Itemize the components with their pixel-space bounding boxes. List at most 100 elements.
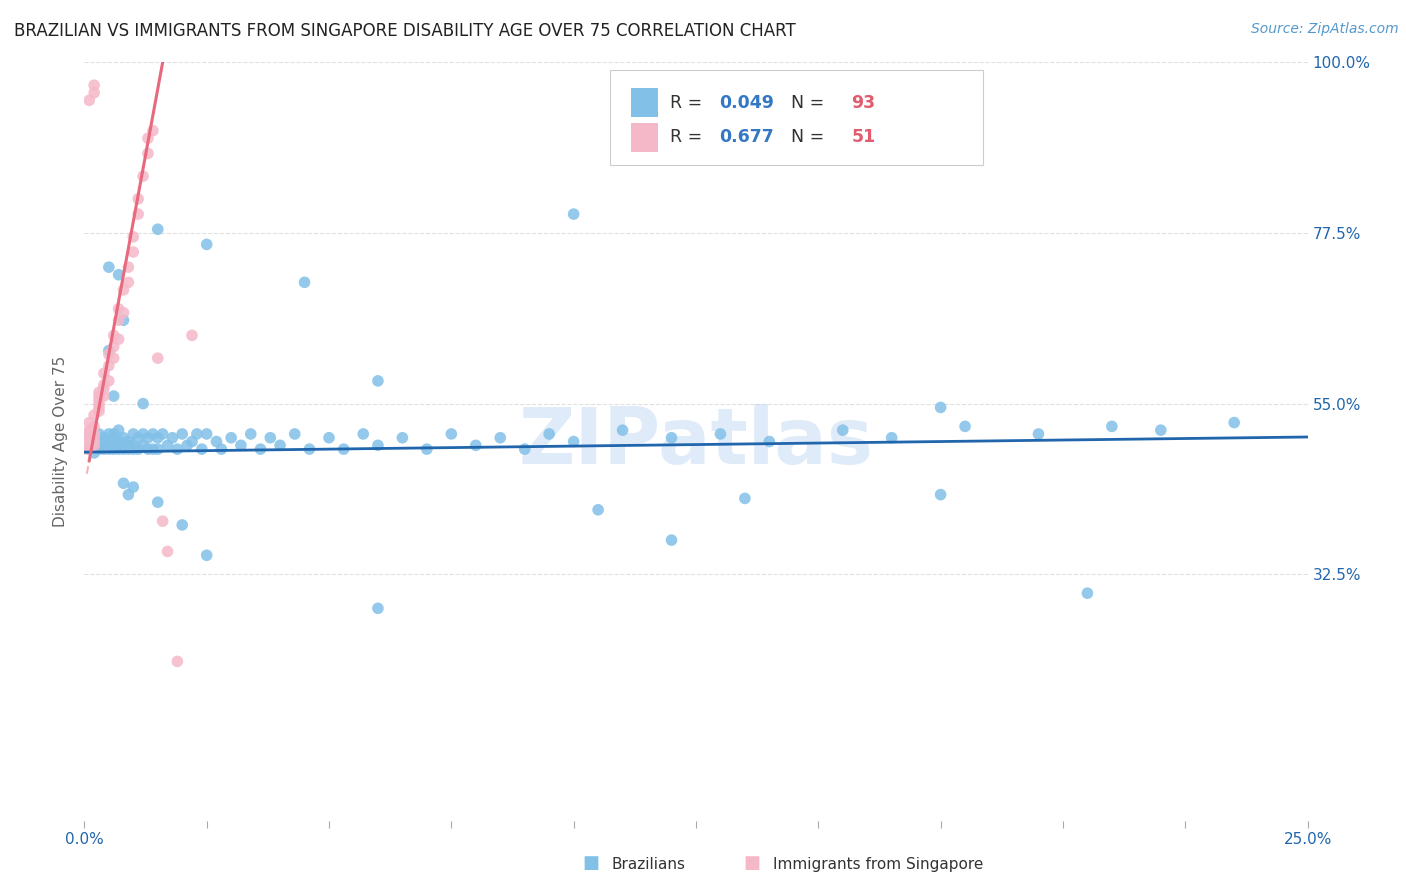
- Point: [318, 431, 340, 445]
- Point: [112, 431, 135, 445]
- Point: [97, 427, 120, 442]
- Point: [107, 301, 129, 316]
- Point: [103, 442, 125, 457]
- Point: [661, 431, 683, 445]
- Point: [83, 419, 105, 434]
- Point: [661, 533, 683, 548]
- Point: [107, 434, 129, 449]
- Text: 51: 51: [851, 128, 876, 146]
- Point: [146, 495, 169, 509]
- Point: [186, 427, 208, 442]
- Point: [97, 434, 120, 449]
- Point: [464, 438, 486, 452]
- Point: [117, 442, 139, 457]
- Point: [146, 442, 169, 457]
- Point: [76, 427, 98, 442]
- Point: [953, 419, 976, 434]
- Point: [152, 514, 174, 528]
- Point: [162, 431, 184, 445]
- Point: [152, 427, 174, 442]
- Point: [1076, 586, 1098, 600]
- Text: Brazilians: Brazilians: [612, 857, 686, 872]
- Point: [219, 431, 242, 445]
- Point: [586, 503, 609, 517]
- Point: [156, 438, 179, 452]
- Point: [93, 434, 115, 449]
- Text: 0.049: 0.049: [720, 94, 775, 112]
- Point: [132, 427, 155, 442]
- Point: [83, 446, 105, 460]
- Point: [103, 340, 125, 354]
- Point: [1223, 416, 1246, 430]
- Point: [77, 442, 100, 457]
- Point: [709, 427, 731, 442]
- Point: [195, 548, 218, 563]
- Point: [117, 487, 139, 501]
- Point: [127, 207, 149, 221]
- Point: [880, 431, 903, 445]
- Point: [172, 517, 194, 532]
- Point: [195, 237, 218, 252]
- Point: [176, 438, 198, 452]
- Point: [294, 275, 316, 289]
- Point: [112, 283, 135, 297]
- Point: [146, 431, 169, 445]
- Point: [87, 396, 110, 410]
- Point: [76, 442, 98, 457]
- Point: [172, 427, 194, 442]
- Point: [166, 442, 188, 457]
- Point: [136, 131, 159, 145]
- Point: [122, 480, 145, 494]
- Point: [77, 423, 100, 437]
- Point: [107, 268, 129, 282]
- Point: [122, 244, 145, 259]
- Point: [97, 438, 120, 452]
- Point: [122, 427, 145, 442]
- Point: [181, 434, 204, 449]
- Text: Immigrants from Singapore: Immigrants from Singapore: [773, 857, 984, 872]
- Point: [87, 434, 110, 449]
- Point: [83, 86, 105, 100]
- Point: [142, 123, 165, 137]
- FancyBboxPatch shape: [610, 70, 983, 165]
- Text: N =: N =: [780, 94, 830, 112]
- Text: R =: R =: [671, 94, 709, 112]
- Point: [136, 442, 159, 457]
- Point: [117, 260, 139, 275]
- Point: [209, 442, 232, 457]
- Text: ■: ■: [582, 855, 599, 872]
- Point: [117, 438, 139, 452]
- Point: [103, 328, 125, 343]
- Point: [93, 366, 115, 380]
- Point: [107, 313, 129, 327]
- Point: [612, 423, 634, 437]
- Point: [136, 146, 159, 161]
- Point: [332, 442, 354, 457]
- Point: [367, 438, 389, 452]
- Point: [93, 377, 115, 392]
- Point: [929, 401, 952, 415]
- Point: [367, 374, 389, 388]
- Point: [136, 431, 159, 445]
- Point: [77, 94, 100, 108]
- Point: [166, 655, 188, 669]
- Point: [562, 207, 585, 221]
- Point: [513, 442, 536, 457]
- Y-axis label: Disability Age Over 75: Disability Age Over 75: [53, 356, 69, 527]
- Point: [156, 544, 179, 558]
- Point: [107, 423, 129, 437]
- Point: [1101, 419, 1123, 434]
- Text: Source: ZipAtlas.com: Source: ZipAtlas.com: [1251, 22, 1399, 37]
- Point: [87, 404, 110, 418]
- Point: [87, 442, 110, 457]
- Point: [87, 427, 110, 442]
- Point: [127, 431, 149, 445]
- Text: R =: R =: [671, 128, 709, 146]
- Point: [142, 427, 165, 442]
- Point: [562, 434, 585, 449]
- Point: [1028, 427, 1050, 442]
- Point: [97, 260, 120, 275]
- Point: [77, 442, 100, 457]
- Point: [77, 434, 100, 449]
- Text: 93: 93: [851, 94, 876, 112]
